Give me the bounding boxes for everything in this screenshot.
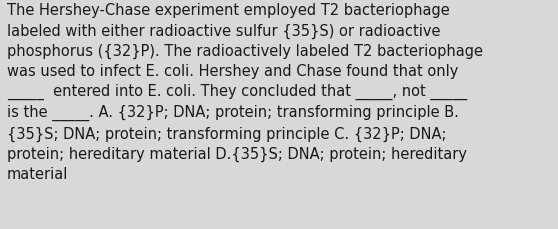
Text: The Hershey-Chase experiment employed T2 bacteriophage
labeled with either radio: The Hershey-Chase experiment employed T2… (7, 3, 483, 181)
